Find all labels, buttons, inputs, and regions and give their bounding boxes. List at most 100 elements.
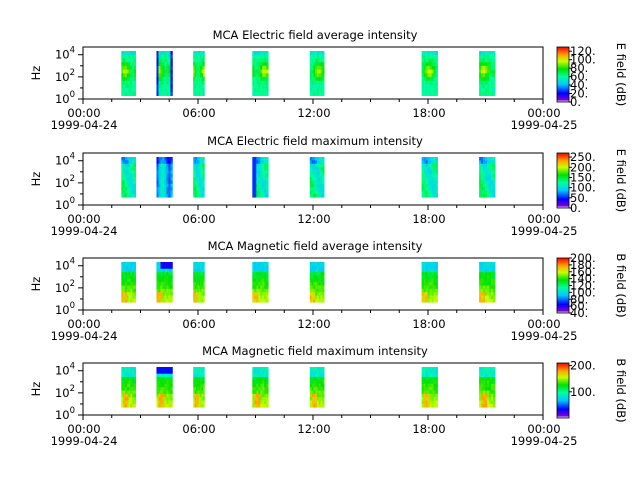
spectrogram-cell [121, 84, 124, 89]
spectrogram-cell [121, 400, 124, 405]
spectrogram-cell [160, 91, 163, 96]
spectrogram-cell [130, 370, 133, 375]
spectrogram-cell [491, 373, 494, 378]
spectrogram-cell [197, 268, 200, 273]
spectrogram-cell [156, 91, 159, 96]
spectrogram-cell [313, 390, 316, 395]
spectrogram-cell [198, 262, 201, 266]
spectrogram-cell [264, 177, 267, 181]
spectrogram-cell [166, 380, 169, 385]
spectrogram-cell [254, 69, 257, 74]
spectrogram-cell [483, 88, 486, 93]
spectrogram-cell [433, 278, 436, 283]
spectrogram-cell [423, 193, 426, 198]
spectrogram-cell [318, 288, 321, 293]
spectrogram-cell [429, 387, 432, 391]
colorbar: 0.20.40.60.80.100.120. E field (dB) [556, 43, 628, 109]
spectrogram-cell [164, 298, 167, 303]
spectrogram-cell [487, 88, 490, 93]
spectrogram-cell [320, 80, 323, 85]
spectrogram-cell [481, 268, 484, 273]
spectrogram-cell [164, 190, 167, 195]
spectrogram-cell [431, 69, 434, 74]
spectrogram-cell [264, 282, 267, 286]
spectrogram-cell [483, 177, 486, 181]
spectrogram-cell [166, 170, 169, 175]
spectrogram-cell [194, 58, 197, 63]
spectrogram-cell [156, 167, 159, 171]
spectrogram-cell [202, 58, 205, 63]
spectrogram-cell [132, 69, 135, 74]
spectrogram-cell [168, 88, 171, 93]
spectrogram-cell [322, 163, 325, 168]
spectrogram-cell [318, 51, 321, 56]
spectrogram-cell [483, 54, 486, 59]
spectrogram-cell [194, 292, 197, 296]
spectrogram-cell [128, 88, 131, 93]
spectrogram-cell [435, 383, 438, 388]
spectrogram-cell [128, 367, 131, 371]
spectrogram-cell [193, 403, 195, 408]
spectrogram-cell [156, 390, 159, 395]
spectrogram-cell [425, 400, 428, 405]
spectrogram-cell [164, 58, 167, 63]
spectrogram-cell [481, 51, 484, 56]
spectrogram-cell [433, 393, 436, 398]
x-tick-label: 12:00 [297, 106, 330, 120]
spectrogram-cell [435, 380, 438, 385]
spectrogram-cell [197, 275, 200, 280]
spectrogram-cell [427, 262, 430, 266]
spectrogram-cell [254, 272, 257, 276]
spectrogram-cell [427, 397, 430, 401]
spectrogram-cell [264, 278, 267, 283]
spectrogram-cell [423, 190, 426, 195]
spectrogram-cell [311, 91, 314, 96]
spectrogram-cell [197, 292, 200, 296]
spectrogram-cell [158, 69, 161, 74]
spectrogram-cell [264, 275, 267, 280]
spectrogram-cell [128, 262, 131, 266]
spectrogram-cell [489, 62, 492, 67]
spectrogram-cell [318, 69, 321, 74]
spectrogram-cell [315, 403, 318, 408]
spectrogram-cell [433, 163, 436, 168]
spectrogram-cell [491, 393, 494, 398]
spectrogram-cell [258, 69, 261, 74]
spectrogram-cell [485, 160, 488, 165]
spectrogram-cell [168, 54, 171, 59]
spectrogram-cell [318, 54, 321, 59]
spectrogram-cell [427, 58, 430, 63]
spectrogram-cell [194, 51, 197, 56]
spectrogram-cell [166, 58, 169, 63]
spectrogram-cell [132, 180, 135, 185]
spectrogram-cell [311, 275, 314, 280]
spectrogram-cell [196, 193, 198, 198]
spectrogram-cell [315, 73, 318, 78]
spectrogram-cell [429, 51, 432, 56]
spectrogram-cell [315, 80, 318, 85]
spectrogram-cell [489, 177, 492, 181]
spectrogram-cell [311, 393, 314, 398]
spectrogram-cell [311, 157, 314, 161]
spectrogram-cell [264, 173, 267, 178]
spectrogram-cell [313, 65, 316, 70]
spectrogram-cell [264, 91, 267, 96]
spectrogram-cell [483, 288, 486, 293]
spectrogram-cell [489, 262, 492, 266]
spectrogram-cell [168, 160, 171, 165]
spectrogram-cell [133, 298, 137, 303]
spectrogram-cell [322, 84, 325, 89]
spectrogram-cell [493, 183, 496, 188]
spectrogram-cell [320, 157, 323, 161]
spectrogram-cell [121, 383, 124, 388]
spectrogram-cell [491, 370, 494, 375]
spectrogram-cell [487, 390, 490, 395]
spectrogram-cell [128, 62, 131, 67]
spectrogram-cell [158, 403, 161, 408]
spectrogram-cell [481, 73, 484, 78]
spectrogram-cell [166, 187, 169, 191]
spectrogram-cell [168, 84, 171, 89]
spectrogram-cell [318, 77, 321, 82]
spectrogram-cell [164, 84, 167, 89]
spectrogram-cell [162, 62, 165, 67]
